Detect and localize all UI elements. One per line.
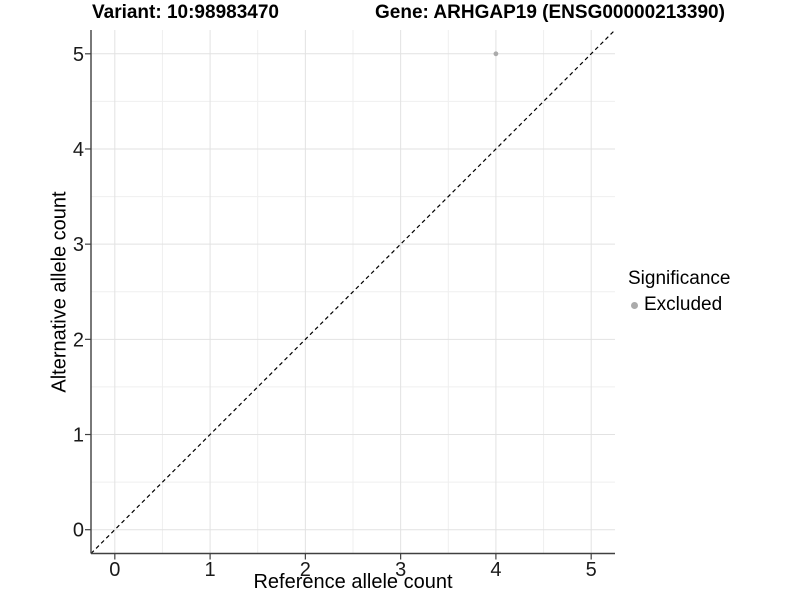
legend-item-excluded: Excluded bbox=[628, 294, 730, 316]
data-point-excluded bbox=[493, 51, 499, 57]
svg-text:5: 5 bbox=[586, 559, 597, 581]
svg-text:4: 4 bbox=[73, 139, 84, 161]
svg-text:5: 5 bbox=[73, 44, 84, 66]
identity-dashed-line bbox=[90, 29, 616, 554]
y-tick-labels: 0 1 2 3 4 5 bbox=[73, 44, 84, 542]
legend: Significance Excluded bbox=[628, 268, 730, 316]
legend-key-dot-icon bbox=[631, 301, 638, 309]
svg-text:0: 0 bbox=[73, 520, 84, 542]
svg-text:0: 0 bbox=[109, 559, 120, 581]
y-axis-label: Alternative allele count bbox=[48, 191, 71, 393]
x-tick-labels: 0 1 2 3 4 5 bbox=[109, 559, 596, 581]
svg-text:3: 3 bbox=[395, 559, 406, 581]
x-axis-label: Reference allele count bbox=[253, 571, 453, 593]
svg-text:1: 1 bbox=[73, 425, 84, 447]
gridlines-minor bbox=[91, 30, 615, 554]
data-points bbox=[493, 51, 499, 57]
plot-title-variant: Variant: 10:98983470 bbox=[92, 2, 279, 23]
svg-text:3: 3 bbox=[73, 234, 84, 256]
svg-text:2: 2 bbox=[73, 329, 84, 351]
tick-marks bbox=[85, 53, 592, 560]
gridlines-major bbox=[91, 30, 615, 554]
legend-item-label: Excluded bbox=[644, 294, 723, 315]
svg-text:4: 4 bbox=[490, 559, 501, 581]
legend-title: Significance bbox=[628, 268, 731, 289]
svg-text:1: 1 bbox=[205, 559, 216, 581]
axis-lines bbox=[90, 30, 615, 555]
svg-text:2: 2 bbox=[300, 559, 311, 581]
plot-title-gene: Gene: ARHGAP19 (ENSG00000213390) bbox=[375, 2, 725, 23]
